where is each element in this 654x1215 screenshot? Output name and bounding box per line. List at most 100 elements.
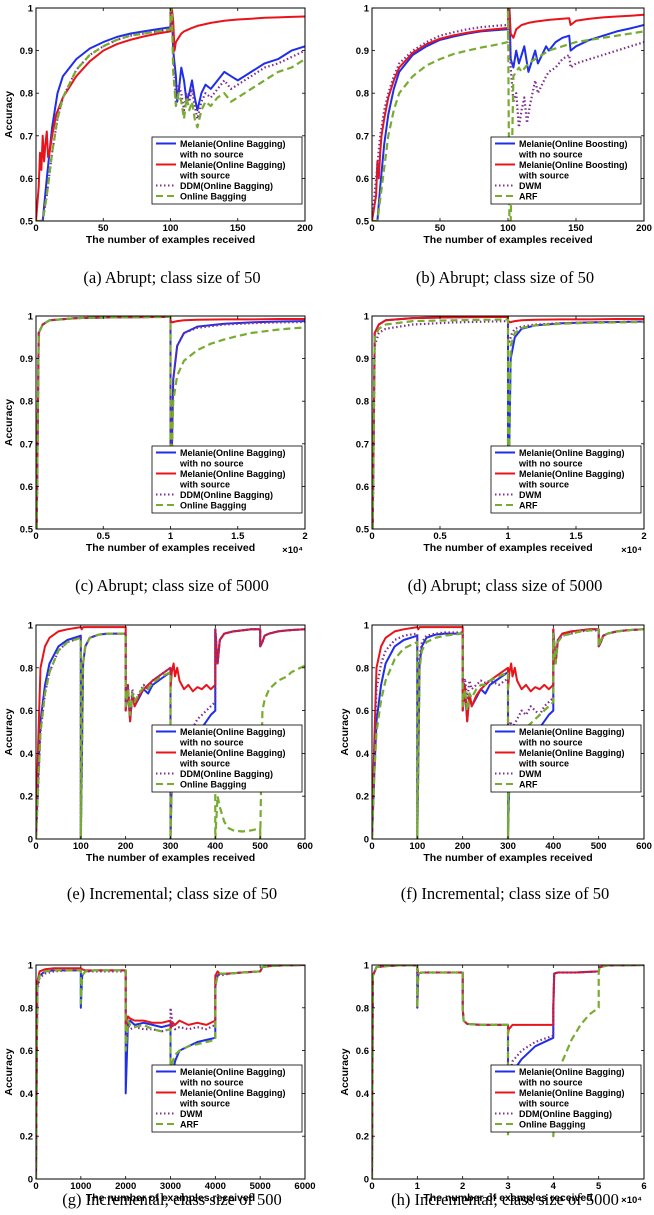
subfigure-caption: (g) Incremental; class size of 500: [62, 1190, 281, 1209]
x-tick-label: 0: [33, 531, 38, 542]
x-multiplier: ×10⁴: [621, 1195, 642, 1206]
x-tick-label: 6000: [294, 1181, 315, 1192]
x-tick-label: 1: [415, 1181, 421, 1192]
legend-entry: ARF: [519, 501, 538, 511]
y-tick-label: 0: [28, 1175, 33, 1186]
x-tick-label: 300: [163, 841, 179, 852]
x-tick-label: 2: [302, 531, 307, 542]
y-tick-label: 0.2: [356, 1132, 369, 1143]
legend-box: [151, 724, 303, 793]
legend-entry: with source: [518, 171, 569, 181]
y-tick-label: 0.5: [20, 525, 34, 536]
x-tick-label: 150: [568, 223, 584, 234]
y-tick-label: 0.9: [20, 46, 33, 57]
x-tick-label: 0.5: [433, 531, 447, 542]
x-tick-label: 1: [168, 531, 174, 542]
subfigure-caption: (e) Incremental; class size of 50: [67, 884, 277, 903]
y-tick-label: 0.7: [20, 439, 33, 450]
legend-entry: with no source: [179, 738, 244, 748]
x-axis-label: The number of examples received: [423, 542, 592, 554]
x-tick-label: 200: [297, 223, 313, 234]
x-axis-label: The number of examples received: [86, 852, 255, 864]
y-tick-label: 1: [28, 621, 34, 632]
y-tick-label: 0.6: [20, 706, 33, 717]
legend: Melanie(Online Bagging)with no sourceMel…: [151, 724, 303, 793]
y-tick-label: 0.2: [20, 792, 33, 803]
legend-entry: DWM: [180, 1109, 203, 1119]
x-tick-label: 6: [641, 1181, 646, 1192]
x-axis-label: The number of examples received: [86, 542, 255, 554]
subfigure-caption: (a) Abrupt; class size of 50: [83, 268, 260, 287]
y-tick-label: 0.2: [356, 792, 369, 803]
series-group: [372, 8, 644, 221]
y-axis-label: Accuracy: [339, 708, 351, 755]
series-line-3: [372, 965, 644, 1179]
y-tick-label: 1: [364, 4, 370, 15]
legend-entry: with no source: [518, 1078, 583, 1088]
x-tick-label: 4000: [205, 1181, 226, 1192]
x-axis-label: The number of examples received: [423, 1192, 592, 1204]
legend-entry: with source: [179, 1099, 230, 1109]
legend-entry: Melanie(Online Bagging): [519, 1067, 625, 1077]
y-tick-label: 0.9: [20, 354, 33, 365]
y-tick-label: 0.9: [356, 46, 369, 57]
x-tick-label: 4: [551, 1181, 557, 1192]
series-line-1: [36, 626, 305, 839]
legend-entry: Melanie(Online Bagging): [180, 1088, 286, 1098]
legend-entry: Melanie(Online Bagging): [180, 469, 286, 479]
y-tick-label: 0.8: [20, 89, 33, 100]
x-tick-label: 200: [455, 841, 471, 852]
series-line-3: [36, 316, 305, 529]
legend-entry: ARF: [180, 1120, 199, 1130]
legend-entry: Online Bagging: [180, 780, 247, 790]
y-tick-label: 0: [364, 835, 369, 846]
legend: Melanie(Online Bagging)with no sourceMel…: [151, 1064, 303, 1133]
series-line-1: [36, 8, 305, 221]
legend-entry: Online Bagging: [180, 192, 247, 202]
legend-entry: ARF: [519, 780, 538, 790]
x-tick-label: 0.5: [97, 531, 111, 542]
legend-entry: Online Bagging: [519, 1120, 586, 1130]
y-tick-label: 1: [28, 961, 34, 972]
y-tick-label: 0.4: [356, 749, 370, 760]
legend-entry: DWM: [519, 181, 542, 191]
legend-entry: with no source: [179, 1078, 244, 1088]
legend-box: [151, 136, 303, 205]
x-axis-label: The number of examples received: [86, 1192, 255, 1204]
y-axis-label: Accuracy: [3, 708, 15, 755]
legend-entry: DDM(Online Bagging): [180, 490, 273, 500]
y-tick-label: 1: [28, 312, 34, 323]
y-tick-label: 0.2: [20, 1132, 33, 1143]
chart-g: 0 1000 2000 3000 4000 5000 6000 0 0.2 0.4 0.6 0.8 1 T…: [3, 961, 316, 1210]
y-tick-label: 0.8: [356, 397, 369, 408]
x-tick-label: 0: [369, 841, 374, 852]
series-line-0: [372, 8, 644, 221]
legend-entry: Melanie(Online Boosting): [519, 160, 628, 170]
y-tick-label: 0.6: [356, 1046, 369, 1057]
legend: Melanie(Online Bagging)with no sourceMel…: [151, 445, 303, 514]
legend-entry: Melanie(Online Bagging): [519, 469, 625, 479]
legend-entry: with no source: [179, 150, 244, 160]
x-tick-label: 100: [500, 223, 516, 234]
legend-entry: Melanie(Online Bagging): [519, 1088, 625, 1098]
x-tick-label: 0: [33, 841, 38, 852]
legend-box: [151, 445, 303, 514]
legend-entry: Melanie(Online Bagging): [180, 160, 286, 170]
y-tick-label: 1: [28, 4, 34, 15]
y-tick-label: 0.5: [356, 217, 370, 228]
y-tick-label: 0.8: [356, 1003, 369, 1014]
x-axis-label: The number of examples received: [423, 234, 592, 246]
y-axis-label: Accuracy: [3, 91, 15, 138]
x-tick-label: 400: [545, 841, 561, 852]
y-tick-label: 0.4: [20, 749, 34, 760]
x-tick-label: 50: [435, 223, 446, 234]
y-tick-label: 0: [28, 835, 33, 846]
legend-entry: with source: [518, 759, 569, 769]
legend-box: [151, 1064, 303, 1133]
legend-entry: with no source: [518, 150, 583, 160]
y-tick-label: 0.9: [356, 354, 369, 365]
